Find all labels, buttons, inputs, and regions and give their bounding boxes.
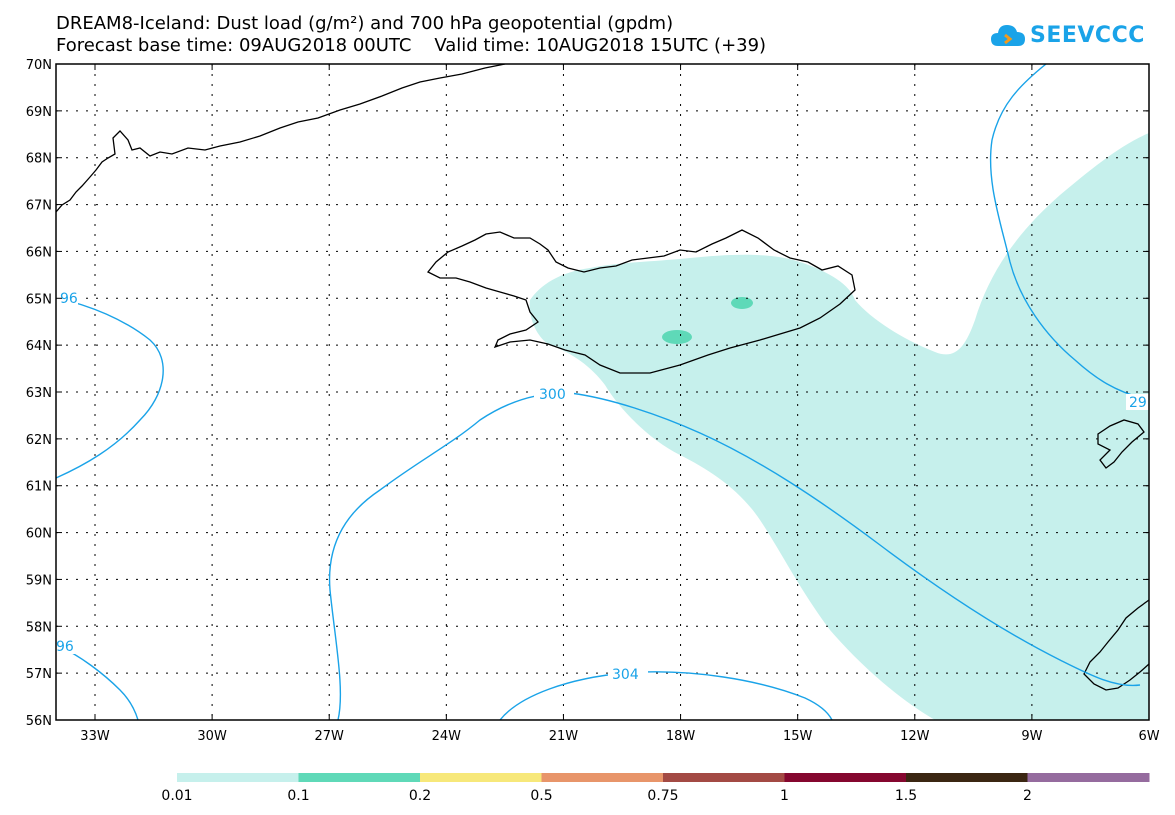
gridlines <box>56 64 1149 720</box>
colorbar-label: 0.01 <box>161 788 192 804</box>
colorbar-label: 2 <box>1023 788 1032 804</box>
forecast-time-line: Forecast base time: 09AUG2018 00UTC Vali… <box>56 35 767 56</box>
colorbar-label: 1 <box>780 788 789 804</box>
longitude-label: 6W <box>1138 729 1159 744</box>
latitude-label: 65N <box>26 292 52 307</box>
colorbar-swatch <box>298 773 421 782</box>
contour-300 <box>328 392 1141 720</box>
contour-label: 96 <box>60 291 78 307</box>
contour-label: 29 <box>1129 395 1147 411</box>
colorbar <box>177 773 1150 782</box>
longitude-label: 15W <box>783 729 813 744</box>
colorbar-swatch <box>177 773 299 782</box>
colorbar-swatch <box>784 773 907 782</box>
contour-296-southwest <box>56 644 139 720</box>
longitude-label: 24W <box>432 729 462 744</box>
dust-area-light <box>529 133 1149 720</box>
latitude-label: 70N <box>26 58 52 73</box>
colorbar-swatch <box>1027 773 1150 782</box>
dust-spot-medium <box>731 297 753 309</box>
latitude-label: 67N <box>26 199 52 214</box>
latitude-label: 58N <box>26 620 52 635</box>
longitude-labels: 33W 30W 27W 24W 21W 18W 15W 12W 9W 6W <box>80 729 1159 744</box>
coastline-faroes <box>1097 419 1145 469</box>
latitude-label: 56N <box>26 714 52 729</box>
dust-spot-medium <box>662 330 692 344</box>
latitude-label: 59N <box>26 573 52 588</box>
latitude-label: 60N <box>26 527 52 542</box>
geopotential-contours <box>56 64 1149 720</box>
seevccc-logo: SEEVCCC <box>990 22 1145 48</box>
latitude-label: 57N <box>26 667 52 682</box>
coastline-iceland <box>426 229 856 374</box>
contour-296-east <box>989 64 1149 401</box>
colorbar-label: 0.1 <box>287 788 309 804</box>
latitude-label: 66N <box>26 245 52 260</box>
cloud-icon <box>991 25 1025 46</box>
contour-label-group: 96 300 96 304 29 <box>56 290 1149 683</box>
longitude-label: 30W <box>197 729 227 744</box>
map-title: DREAM8-Iceland: Dust load (g/m²) and 700… <box>56 13 674 34</box>
logo-text: SEEVCCC <box>1030 22 1145 48</box>
longitude-label: 33W <box>80 729 110 744</box>
colorbar-labels: 0.01 0.1 0.2 0.5 0.75 1 1.5 2 <box>161 788 1032 804</box>
colorbar-label: 0.5 <box>530 788 552 804</box>
longitude-label: 9W <box>1021 729 1042 744</box>
axis-ticks <box>56 63 1150 721</box>
colorbar-swatch <box>541 773 664 782</box>
longitude-label: 27W <box>315 729 345 744</box>
longitude-label: 18W <box>666 729 696 744</box>
contour-label: 300 <box>539 387 566 403</box>
latitude-labels: 70N 69N 68N 67N 66N 65N 64N 63N 62N 61N 60N 59N 58N 5… <box>26 58 52 729</box>
longitude-label: 21W <box>549 729 579 744</box>
longitude-label: 12W <box>900 729 930 744</box>
latitude-label: 69N <box>26 105 52 120</box>
coastline-scotland <box>1083 599 1149 691</box>
latitude-label: 68N <box>26 152 52 167</box>
coastlines <box>56 64 1149 691</box>
contour-label: 304 <box>612 667 639 683</box>
colorbar-swatch <box>906 773 1028 782</box>
colorbar-swatch <box>663 773 785 782</box>
latitude-label: 64N <box>26 339 52 354</box>
latitude-label: 61N <box>26 480 52 495</box>
colorbar-label: 0.75 <box>647 788 678 804</box>
coastline-greenland <box>56 64 506 213</box>
latitude-label: 63N <box>26 386 52 401</box>
contour-label: 96 <box>56 639 74 655</box>
colorbar-label: 1.5 <box>895 788 917 804</box>
latitude-label: 62N <box>26 433 52 448</box>
colorbar-label: 0.2 <box>409 788 431 804</box>
contour-304 <box>499 671 833 720</box>
colorbar-swatch <box>420 773 542 782</box>
contour-296-west <box>56 297 164 479</box>
